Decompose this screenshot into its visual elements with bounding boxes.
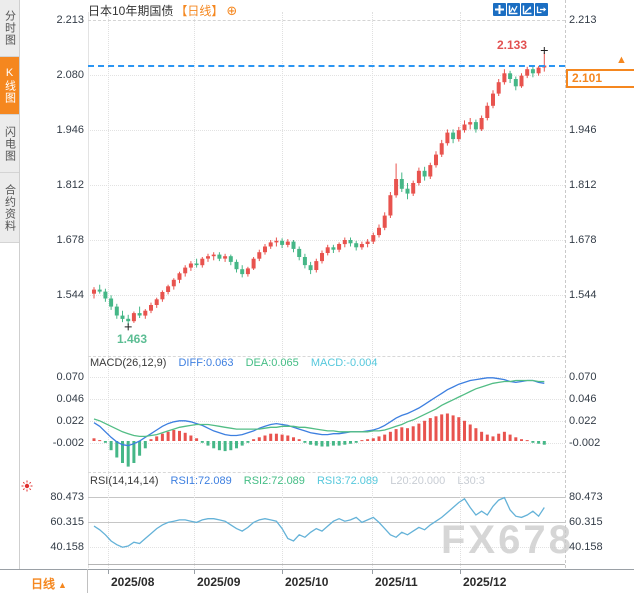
y-axis-label: 2.213 (569, 14, 597, 26)
y-axis-label: 1.812 (569, 179, 597, 191)
rsi-l30-value: L30:3 (457, 475, 485, 487)
x-axis-tick (282, 569, 283, 574)
rsi-params: RSI(14,14,14) (90, 475, 159, 487)
y-axis-label: 0.070 (56, 371, 84, 383)
y-axis-label: 0.046 (569, 393, 597, 405)
price-gridline (88, 75, 565, 76)
macd-gridline (88, 421, 565, 422)
trend-axis-icon[interactable] (521, 3, 534, 16)
y-axis-label: 2.213 (56, 14, 84, 26)
y-axis-label: 1.544 (56, 289, 84, 301)
y-axis-label: 80.473 (50, 491, 84, 503)
time-axis-bar (0, 569, 634, 593)
y-axis-label: 2.080 (56, 69, 84, 81)
y-axis-label: 60.315 (569, 516, 603, 528)
chart-header: 日本10年期国债 【日线】 ⊕ (88, 2, 237, 18)
last-price-box: 2.101 (566, 69, 634, 88)
month-gridline (194, 12, 195, 568)
x-axis-tick (194, 569, 195, 574)
rsi2-value: RSI2:72.089 (243, 475, 305, 487)
plot-left-border (88, 12, 89, 568)
price-gridline (88, 295, 565, 296)
x-axis-label: 2025/09 (197, 575, 241, 589)
y-axis-label: 0.070 (569, 371, 597, 383)
x-axis-tick (108, 569, 109, 574)
sidebar-tab-lightning-chart[interactable]: 闪电图 (0, 115, 19, 173)
low-price-label: 1.463 (117, 332, 148, 346)
indicator-panel-icon[interactable] (507, 3, 520, 16)
y-axis-label: 0.022 (56, 415, 84, 427)
rsi-l20-value: L20:20.000 (390, 475, 446, 487)
sidebar-tab-time-chart[interactable]: 分时图 (0, 0, 19, 57)
x-axis-label: 2025/11 (375, 575, 418, 589)
sidebar: 分时图 K线图 闪电图 合约资料 (0, 0, 20, 593)
y-axis-label: 0.022 (569, 415, 597, 427)
x-axis-label: 2025/12 (463, 575, 507, 589)
time-axis-divider (87, 569, 88, 593)
rsi-gridline-80 (88, 497, 565, 498)
sidebar-tab-kline-chart[interactable]: K线图 (0, 57, 19, 115)
plot-right-border (565, 0, 566, 568)
macd-params: MACD(26,12,9) (90, 357, 167, 369)
y-axis-label: 1.544 (569, 289, 597, 301)
price-gridline (88, 185, 565, 186)
period-arrow-icon: ▲ (58, 580, 67, 590)
high-price-label: 2.133 (497, 38, 528, 52)
month-gridline (460, 12, 461, 568)
chart-toolbar (493, 3, 548, 16)
price-gridline (88, 130, 565, 131)
rsi-header: RSI(14,14,14) RSI1:72.089 RSI2:72.089 RS… (90, 475, 494, 487)
glowing-dot-icon[interactable] (21, 479, 33, 492)
month-gridline (108, 12, 109, 568)
macd-gridline (88, 399, 565, 400)
price-gridline (88, 20, 565, 21)
y-axis-label: 80.473 (569, 491, 603, 503)
rsi-pane-bottom-border (88, 564, 565, 565)
candlestick-pane[interactable] (88, 12, 565, 356)
y-axis-label: 1.946 (56, 124, 84, 136)
crosshair-icon[interactable] (493, 3, 506, 16)
month-gridline (282, 12, 283, 568)
add-indicator-icon[interactable]: ⊕ (226, 3, 238, 18)
x-axis-tick (460, 569, 461, 574)
macd-header: MACD(26,12,9) DIFF:0.063 DEA:0.065 MACD:… (90, 357, 386, 369)
period-tag: 【日线】 (175, 4, 224, 18)
macd-dea-value: DEA:0.065 (245, 357, 299, 369)
macd-gridline (88, 377, 565, 378)
x-axis-tick (372, 569, 373, 574)
y-axis-label: -0.002 (569, 437, 601, 449)
rsi3-value: RSI3:72.089 (316, 475, 379, 487)
y-axis-label: -0.002 (52, 437, 84, 449)
y-axis-label: 1.678 (56, 234, 84, 246)
y-axis-label: 0.046 (56, 393, 84, 405)
price-gridline (88, 240, 565, 241)
rsi-gridline-60 (88, 522, 565, 523)
sidebar-tab-contract-info[interactable]: 合约资料 (0, 173, 19, 243)
y-axis-label: 1.946 (569, 124, 597, 136)
rsi1-value: RSI1:72.089 (170, 475, 232, 487)
y-axis-label: 1.678 (569, 234, 597, 246)
rsi-gridline-40 (88, 547, 565, 548)
sidebar-tabs: 分时图 K线图 闪电图 合约资料 (0, 0, 19, 243)
rsi-pane[interactable] (88, 490, 565, 568)
macd-pane[interactable] (88, 372, 565, 472)
candle-macd-separator (88, 356, 565, 357)
instrument-title: 日本10年期国债 (88, 4, 174, 18)
latest-price-arrow-icon[interactable]: ▲ (616, 54, 627, 66)
y-axis-label: 60.315 (50, 516, 84, 528)
x-axis-label: 2025/08 (111, 575, 155, 589)
y-axis-label: 40.158 (50, 541, 84, 553)
macd-diff-value: DIFF:0.063 (178, 357, 234, 369)
macd-rsi-separator (88, 472, 565, 473)
y-axis-label: 1.812 (56, 179, 84, 191)
macd-macd-value: MACD:-0.004 (310, 357, 378, 369)
y-axis-label: 40.158 (569, 541, 603, 553)
period-selector[interactable]: 日线 ▲ (31, 577, 67, 591)
x-axis-label: 2025/10 (285, 575, 329, 589)
popout-icon[interactable] (535, 3, 548, 16)
month-gridline (372, 12, 373, 568)
last-price-line (88, 65, 565, 67)
